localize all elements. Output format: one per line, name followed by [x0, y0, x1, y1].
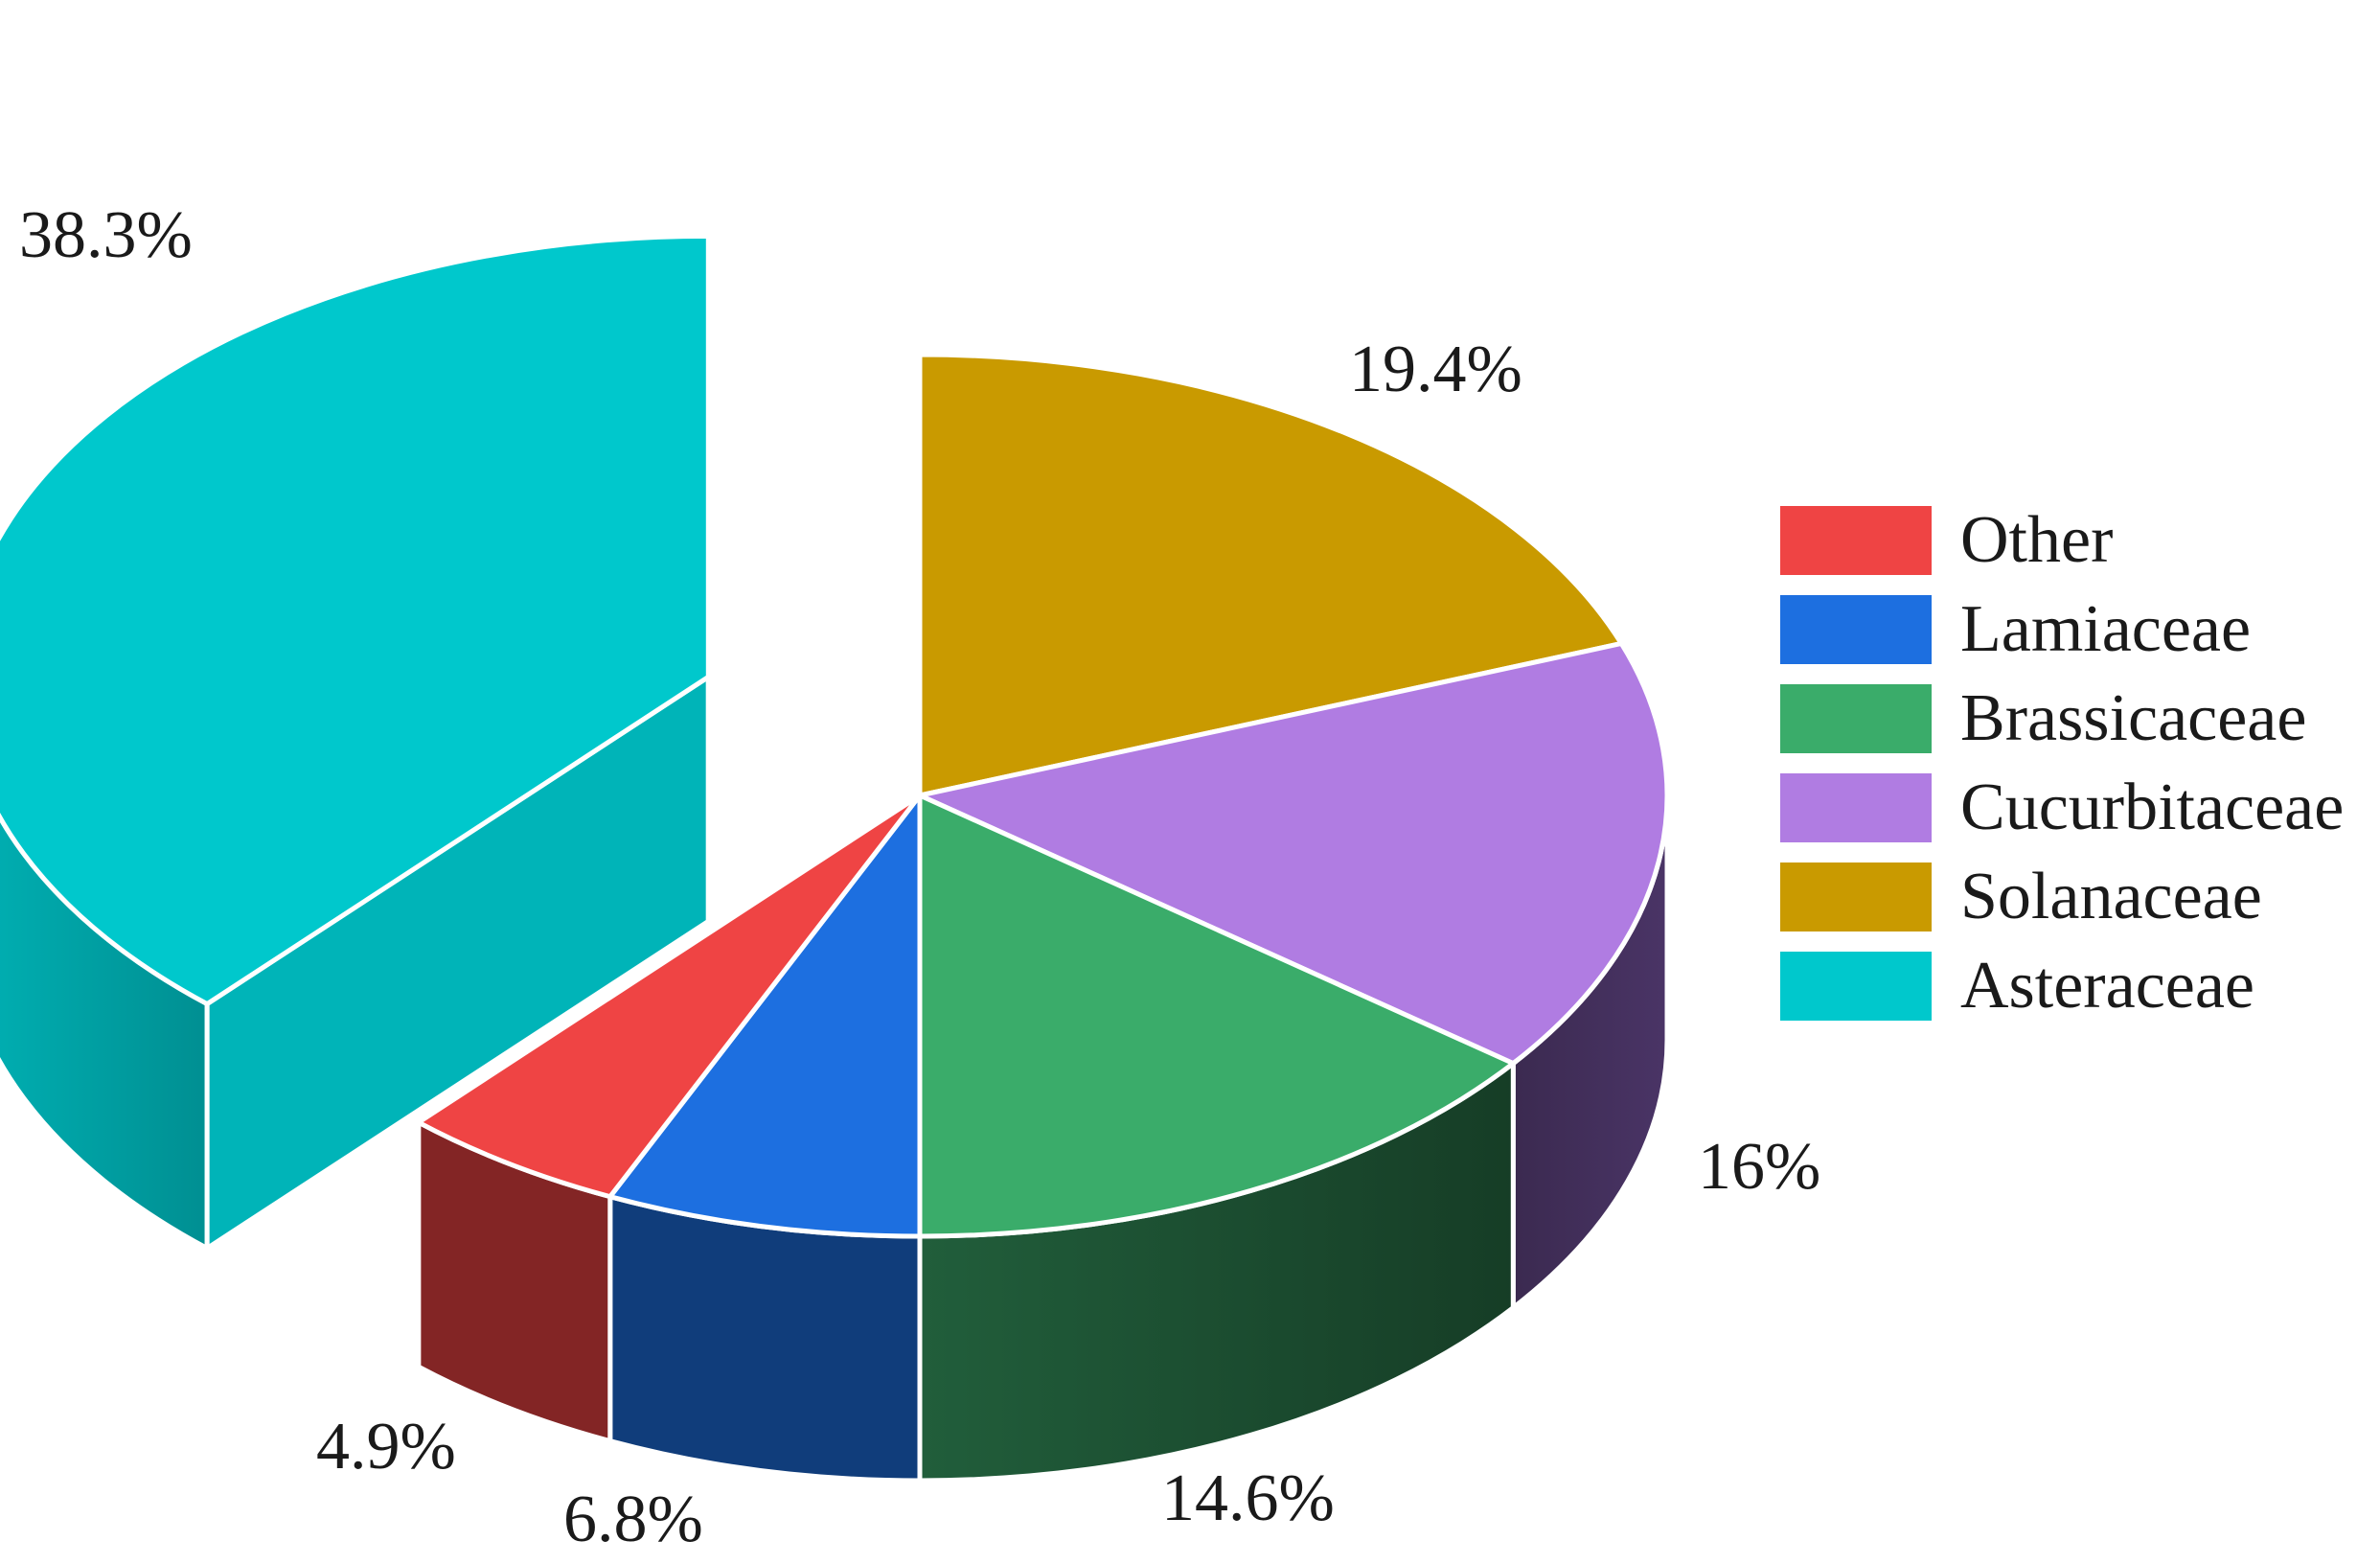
legend-item-cucurbitaceae: Cucurbitaceae: [1780, 770, 2344, 844]
legend-label-other: Other: [1960, 503, 2113, 577]
slice-top-brassicaceae: [917, 792, 1519, 1239]
data-label-cucurbitaceae: 16%: [1698, 1130, 1820, 1204]
slice-asteraceae: [0, 233, 711, 1254]
legend-item-brassicaceae: Brassicaceae: [1780, 681, 2306, 755]
data-label-other: 4.9%: [316, 1410, 456, 1484]
legend-swatch-brassicaceae: [1780, 684, 1932, 753]
data-label-solanaceae: 19.4%: [1349, 333, 1522, 406]
data-label-brassicaceae: 14.6%: [1161, 1461, 1335, 1535]
legend-swatch-solanaceae: [1780, 862, 1932, 932]
slice-lamiaceae: [606, 788, 923, 1484]
data-label-asteraceae: 38.3%: [19, 198, 193, 272]
legend-item-solanaceae: Solanaceae: [1780, 860, 2262, 933]
legend-label-cucurbitaceae: Cucurbitaceae: [1960, 770, 2344, 844]
legend-label-lamiaceae: Lamiaceae: [1960, 592, 2251, 666]
legend-item-other: Other: [1780, 503, 2113, 577]
legend-swatch-cucurbitaceae: [1780, 773, 1932, 842]
data-label-lamiaceae: 6.8%: [563, 1483, 703, 1556]
slice-side-lamiaceae: [607, 1193, 923, 1484]
legend-label-brassicaceae: Brassicaceae: [1960, 681, 2306, 755]
legend-swatch-other: [1780, 506, 1932, 575]
slice-top-lamiaceae: [606, 788, 923, 1239]
data-labels: 19.4% 16% 14.6% 6.8% 4.9% 38.3%: [19, 198, 1820, 1556]
legend-item-asteraceae: Asteraceae: [1780, 949, 2254, 1023]
legend-label-asteraceae: Asteraceae: [1960, 949, 2254, 1023]
legend-label-solanaceae: Solanaceae: [1960, 860, 2262, 933]
pie: [0, 233, 1670, 1484]
slice-top-cucurbitaceae: [912, 640, 1670, 1067]
slice-top-solanaceae: [917, 352, 1626, 799]
slice-top-other: [413, 793, 922, 1200]
legend-item-lamiaceae: Lamiaceae: [1780, 592, 2251, 666]
legend-swatch-asteraceae: [1780, 952, 1932, 1021]
slice-brassicaceae: [917, 792, 1519, 1484]
legend: Other Lamiaceae Brassicaceae Cucurbitaceae S…: [1780, 503, 2344, 1023]
legend-swatch-lamiaceae: [1780, 595, 1932, 664]
slice-other: [413, 793, 922, 1444]
slice-top-asteraceae: [0, 233, 711, 1007]
